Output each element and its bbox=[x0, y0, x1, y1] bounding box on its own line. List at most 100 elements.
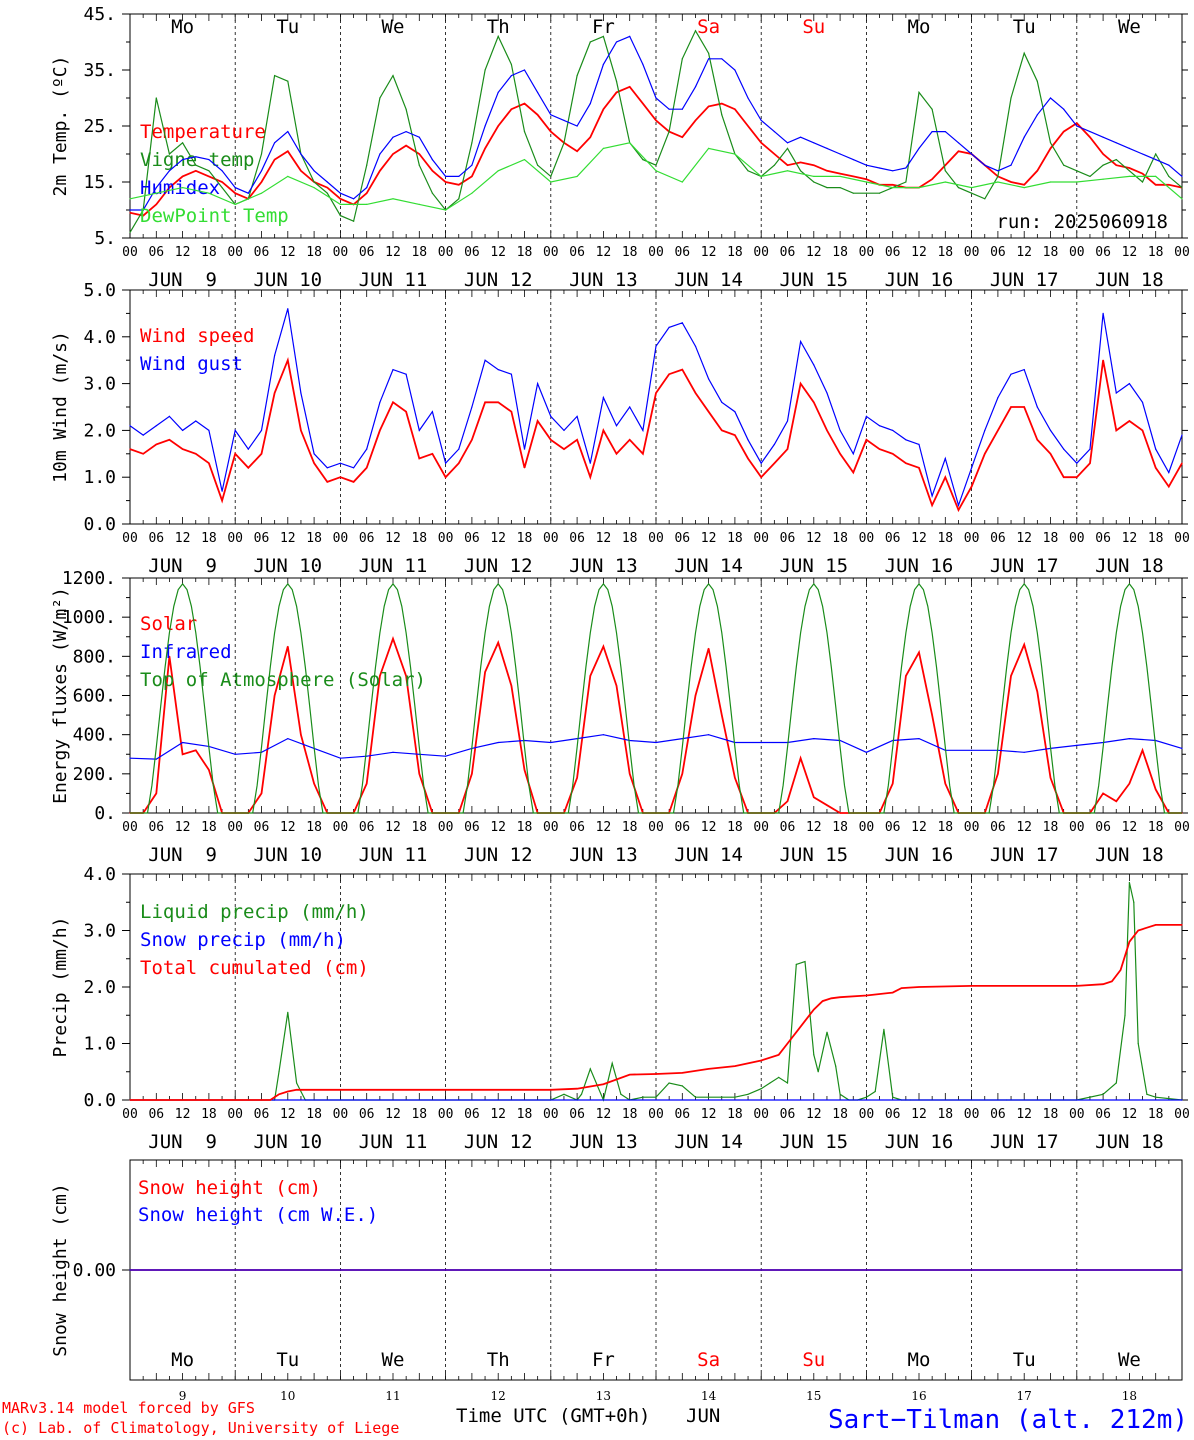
hour-label: 12 bbox=[1122, 820, 1138, 835]
date-label: JUN 16 bbox=[885, 555, 954, 577]
date-label: JUN 9 bbox=[148, 844, 217, 866]
data-point bbox=[1076, 476, 1078, 478]
data-point bbox=[642, 429, 644, 431]
hour-label: 06 bbox=[254, 245, 270, 260]
hour-label: 00 bbox=[543, 1107, 559, 1122]
data-point bbox=[1115, 392, 1117, 394]
hour-label: 06 bbox=[464, 1107, 480, 1122]
hour-label: 06 bbox=[148, 1107, 164, 1122]
hour-label: 12 bbox=[701, 820, 717, 835]
data-point bbox=[1115, 429, 1117, 431]
data-point bbox=[471, 406, 473, 408]
data-point bbox=[287, 80, 289, 82]
data-point bbox=[800, 340, 802, 343]
hour-label: 18 bbox=[1043, 1107, 1059, 1122]
date-label: JUN 17 bbox=[990, 844, 1059, 866]
data-point bbox=[734, 434, 736, 436]
data-point bbox=[484, 359, 486, 361]
data-point bbox=[458, 448, 460, 450]
data-point bbox=[813, 142, 815, 144]
data-point bbox=[510, 108, 512, 110]
data-point bbox=[892, 187, 894, 189]
data-point bbox=[1181, 187, 1183, 189]
hour-label: 06 bbox=[254, 820, 270, 835]
data-point bbox=[1063, 164, 1065, 166]
data-point bbox=[510, 63, 512, 65]
data-point bbox=[563, 142, 565, 144]
data-point bbox=[760, 142, 762, 144]
data-point bbox=[1168, 486, 1170, 488]
date-label: JUN 12 bbox=[464, 1131, 533, 1153]
data-point bbox=[760, 462, 762, 464]
data-point bbox=[786, 147, 789, 149]
data-point bbox=[313, 462, 315, 464]
data-point bbox=[155, 758, 157, 760]
data-point bbox=[589, 103, 591, 105]
hour-label: 12 bbox=[1016, 1107, 1032, 1122]
data-point bbox=[1076, 125, 1078, 127]
data-point bbox=[296, 1082, 298, 1084]
data-point bbox=[484, 125, 486, 127]
data-point bbox=[1128, 420, 1130, 422]
data-point bbox=[905, 439, 907, 441]
data-point bbox=[405, 145, 407, 147]
data-point bbox=[800, 161, 802, 163]
hour-label: 00 bbox=[964, 245, 980, 260]
data-point bbox=[1128, 170, 1130, 172]
data-point bbox=[795, 963, 797, 966]
data-point bbox=[366, 755, 368, 757]
data-point bbox=[1128, 881, 1130, 884]
data-point bbox=[734, 1096, 736, 1098]
hour-label: 06 bbox=[148, 245, 164, 260]
day-name: We bbox=[382, 1349, 405, 1371]
data-point bbox=[852, 453, 854, 455]
hour-label: 12 bbox=[701, 245, 717, 260]
hour-label: 06 bbox=[254, 1107, 270, 1122]
hour-label: 00 bbox=[227, 531, 243, 546]
data-point bbox=[129, 448, 131, 450]
data-point bbox=[708, 105, 710, 107]
data-point bbox=[773, 153, 776, 155]
data-point bbox=[418, 164, 420, 166]
data-point bbox=[1155, 159, 1157, 161]
data-point bbox=[1155, 788, 1157, 791]
data-point bbox=[1049, 777, 1052, 779]
legend-entry: Wind speed bbox=[140, 325, 254, 347]
data-point bbox=[708, 1096, 710, 1098]
data-point bbox=[1181, 747, 1183, 750]
data-point bbox=[576, 150, 578, 152]
data-point bbox=[931, 178, 933, 180]
data-point bbox=[655, 170, 657, 172]
hour-label: 06 bbox=[990, 820, 1006, 835]
hour-label: 18 bbox=[1043, 531, 1059, 546]
data-point bbox=[931, 108, 933, 110]
data-point bbox=[835, 1065, 837, 1067]
data-point bbox=[300, 392, 302, 394]
data-point bbox=[300, 153, 302, 155]
data-point bbox=[497, 642, 499, 644]
data-point bbox=[431, 453, 433, 455]
day-name: Sa bbox=[697, 1349, 720, 1371]
data-point bbox=[681, 181, 683, 183]
data-point bbox=[642, 1096, 644, 1098]
data-point bbox=[418, 457, 420, 460]
data-point bbox=[865, 178, 868, 180]
data-point bbox=[1181, 434, 1183, 436]
hour-label: 18 bbox=[306, 531, 322, 546]
date-label: JUN 16 bbox=[885, 844, 954, 866]
data-point bbox=[418, 153, 420, 155]
day-name: Sa bbox=[697, 16, 720, 38]
day-name: Mo bbox=[908, 16, 931, 38]
data-point bbox=[497, 170, 499, 172]
hour-label: 00 bbox=[333, 531, 349, 546]
data-point bbox=[839, 429, 841, 431]
data-point bbox=[523, 131, 526, 133]
hour-label: 00 bbox=[859, 245, 875, 260]
hour-label: 18 bbox=[201, 245, 217, 260]
data-point bbox=[734, 69, 736, 71]
data-point bbox=[458, 198, 460, 200]
data-point bbox=[971, 467, 973, 469]
hour-label: 12 bbox=[175, 531, 191, 546]
data-point bbox=[1155, 184, 1157, 186]
